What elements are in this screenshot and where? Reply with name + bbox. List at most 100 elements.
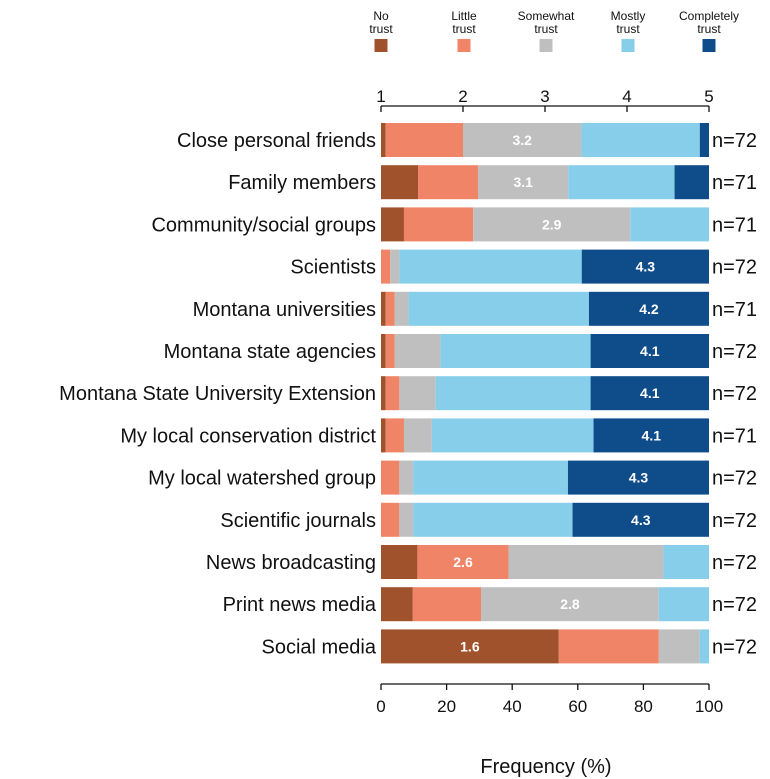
bar-segment bbox=[394, 291, 409, 326]
bar-row: Print news media 2.8 n=72 bbox=[223, 587, 757, 622]
bar-row: Scientific journals 4.3 n=72 bbox=[220, 502, 757, 537]
bar-segment bbox=[403, 207, 474, 242]
mean-label: 3.2 bbox=[512, 132, 532, 148]
x-tick-label: 60 bbox=[568, 697, 587, 716]
category-label: Scientific journals bbox=[220, 510, 376, 532]
mean-scale-tick-label: 4 bbox=[622, 87, 631, 106]
bar-segment bbox=[385, 376, 400, 411]
legend: No trust Little trust Somewhat trust Mostly tru… bbox=[369, 9, 739, 52]
bar-segment bbox=[385, 334, 395, 368]
bar-segment bbox=[399, 460, 414, 495]
x-tick-label: 40 bbox=[503, 697, 522, 716]
n-label: n=72 bbox=[712, 468, 757, 490]
bar-segment bbox=[658, 587, 709, 622]
bar-row: Social media 1.6 n=72 bbox=[261, 629, 757, 664]
bar-segment bbox=[558, 629, 659, 664]
n-label: n=72 bbox=[712, 594, 757, 616]
legend-label-3: Mostly trust bbox=[611, 9, 646, 36]
mean-label: 2.8 bbox=[560, 596, 580, 612]
bar-segment bbox=[663, 545, 709, 579]
x-tick-label: 100 bbox=[695, 697, 723, 716]
bar-segment bbox=[381, 334, 386, 368]
category-label: Family members bbox=[228, 172, 376, 194]
category-label: Community/social groups bbox=[151, 214, 376, 236]
bar-segment bbox=[381, 418, 386, 453]
bar-segment bbox=[381, 165, 419, 200]
legend-label-4: Completely trust bbox=[679, 9, 739, 36]
n-label: n=72 bbox=[712, 383, 757, 405]
x-tick-label: 80 bbox=[634, 697, 653, 716]
bar-segment bbox=[399, 502, 414, 537]
bar-segment bbox=[412, 587, 482, 622]
bar-segment bbox=[417, 545, 509, 579]
bar-segment bbox=[381, 376, 386, 411]
category-label: My local conservation district bbox=[120, 425, 376, 447]
bar-row: My local watershed group 4.3 n=72 bbox=[148, 460, 757, 495]
bar-segment bbox=[399, 249, 582, 284]
bar-row: Community/social groups 2.9 n=71 bbox=[151, 207, 757, 242]
mean-label: 4.3 bbox=[636, 259, 656, 275]
bar-row: My local conservation district 4.1 n=71 bbox=[120, 418, 757, 453]
bar-segment bbox=[381, 249, 391, 284]
n-label: n=71 bbox=[712, 172, 757, 194]
bar-segment bbox=[473, 207, 631, 242]
bar-segment bbox=[385, 123, 463, 157]
mean-label: 4.3 bbox=[631, 512, 651, 528]
bar-segment bbox=[413, 502, 573, 537]
bar-row: Montana universities 4.2 n=71 bbox=[193, 291, 757, 326]
category-label: Scientists bbox=[290, 257, 376, 279]
mean-label: 4.1 bbox=[640, 343, 660, 359]
legend-label-0: No trust bbox=[369, 9, 393, 36]
legend-label-2: Somewhat trust bbox=[518, 9, 575, 36]
bar-segment bbox=[440, 334, 591, 368]
bar-row: News broadcasting 2.6 n=72 bbox=[206, 545, 757, 579]
mean-label: 2.6 bbox=[453, 554, 473, 570]
category-label: Montana state agencies bbox=[164, 341, 376, 363]
bars: Close personal friends 3.2 n=72 Family memb… bbox=[59, 123, 757, 664]
mean-label: 4.1 bbox=[642, 427, 662, 443]
n-label: n=71 bbox=[712, 299, 757, 321]
mean-scale-tick-label: 2 bbox=[458, 87, 467, 106]
category-label: My local watershed group bbox=[148, 468, 376, 490]
bar-segment bbox=[630, 207, 709, 242]
bar-segment bbox=[567, 460, 709, 495]
n-label: n=72 bbox=[712, 636, 757, 658]
bar-segment bbox=[408, 291, 589, 326]
mean-label: 4.2 bbox=[639, 301, 659, 317]
legend-swatch-4 bbox=[702, 39, 716, 52]
bar-segment bbox=[581, 123, 700, 157]
n-label: n=72 bbox=[712, 130, 757, 152]
bar-segment bbox=[699, 629, 709, 664]
bar-segment bbox=[381, 207, 404, 242]
legend-swatch-0 bbox=[374, 39, 388, 52]
legend-swatch-1 bbox=[457, 39, 471, 52]
bar-row: Close personal friends 3.2 n=72 bbox=[177, 123, 757, 157]
x-tick-label: 0 bbox=[376, 697, 385, 716]
bar-segment bbox=[431, 418, 594, 453]
mean-label: 4.1 bbox=[640, 385, 660, 401]
n-label: n=72 bbox=[712, 341, 757, 363]
bar-segment bbox=[435, 376, 591, 411]
mean-scale-tick-label: 3 bbox=[540, 87, 549, 106]
category-label: News broadcasting bbox=[206, 552, 376, 574]
category-label: Close personal friends bbox=[177, 130, 376, 152]
bar-segment bbox=[385, 418, 404, 453]
bar-segment bbox=[403, 418, 432, 453]
bar-segment bbox=[674, 165, 709, 200]
bar-segment bbox=[381, 123, 386, 157]
category-label: Montana universities bbox=[193, 299, 376, 321]
bar-segment bbox=[588, 291, 709, 326]
x-axis: 0 20 40 60 80 100 bbox=[376, 683, 723, 716]
category-label: Print news media bbox=[223, 594, 377, 616]
x-tick-label: 20 bbox=[437, 697, 456, 716]
n-label: n=71 bbox=[712, 425, 757, 447]
bar-segment bbox=[381, 502, 400, 537]
legend-swatch-3 bbox=[621, 39, 635, 52]
bar-segment bbox=[508, 545, 664, 579]
bar-row: Scientists 4.3 n=72 bbox=[290, 249, 757, 284]
bar-segment bbox=[381, 587, 413, 622]
bar-segment bbox=[699, 123, 709, 157]
mean-scale-axis: 1 2 3 4 5 bbox=[376, 87, 714, 112]
bar-segment bbox=[593, 418, 709, 453]
